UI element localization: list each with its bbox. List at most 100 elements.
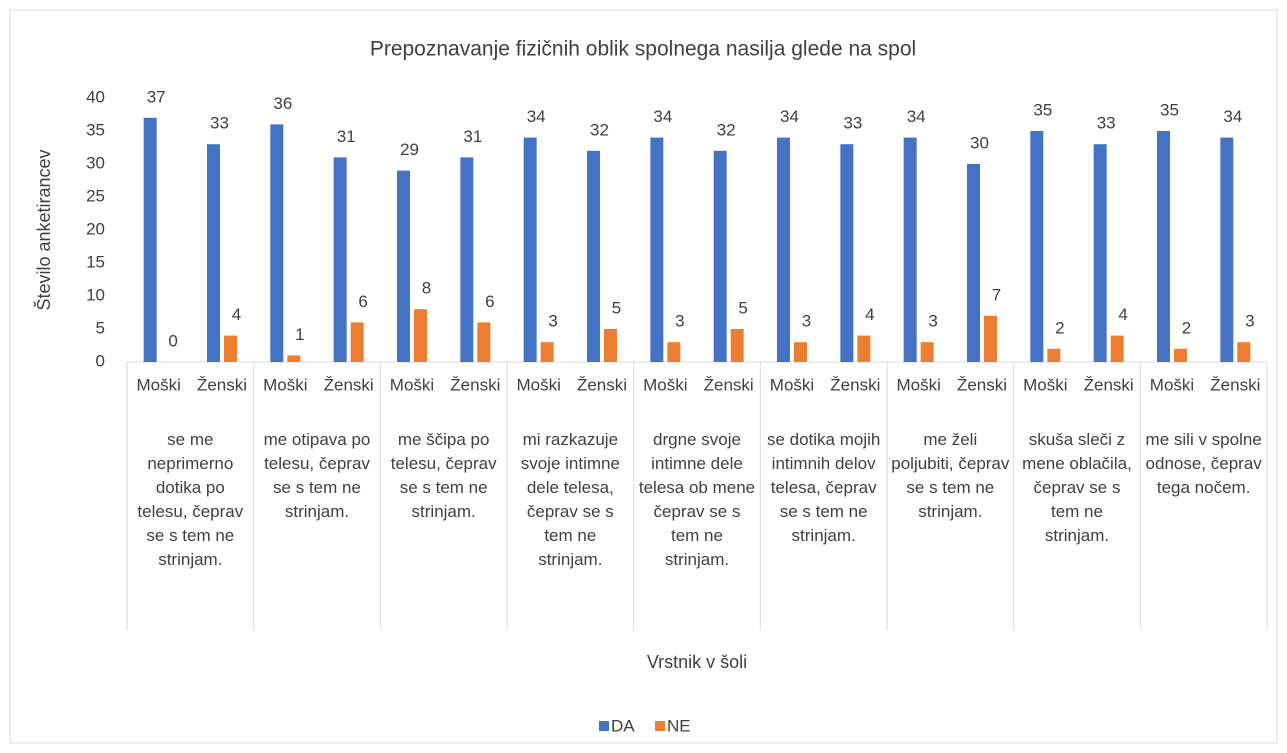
data-label: 34 [907, 107, 926, 126]
x-axis-label: Vrstnik v šoli [647, 652, 747, 672]
x-tick-label: Ženski [197, 375, 247, 394]
y-tick-label: 35 [86, 120, 105, 139]
group-label: se dotika mojih intimnih delov telesa, č… [766, 430, 881, 545]
group-label: me sili v spolne odnose, čeprav tega noč… [1145, 430, 1262, 497]
data-label: 34 [780, 107, 799, 126]
x-tick-label: Moški [516, 375, 560, 394]
bar [984, 315, 997, 362]
data-label: 32 [717, 120, 736, 139]
data-label: 6 [358, 292, 367, 311]
x-tick-label: Ženski [1084, 375, 1134, 394]
data-label: 7 [992, 285, 1001, 304]
data-label: 4 [865, 305, 874, 324]
bar [287, 355, 301, 362]
bar [587, 150, 600, 362]
x-tick-label: Ženski [324, 375, 374, 394]
y-tick-label: 0 [96, 351, 105, 370]
data-label: 33 [1097, 114, 1116, 133]
data-label: 3 [1245, 312, 1254, 331]
bar [794, 342, 807, 362]
bar [350, 322, 364, 362]
bar [920, 342, 934, 362]
bar [777, 137, 790, 362]
data-label: 3 [802, 312, 811, 331]
bar [143, 117, 157, 362]
data-label: 2 [1182, 318, 1191, 337]
data-label: 29 [400, 140, 419, 159]
bar [840, 144, 854, 362]
bar [460, 157, 474, 362]
x-tick-label: Moški [136, 375, 180, 394]
x-tick-label: Moški [1023, 375, 1067, 394]
group-label: me želi poljubiti, čeprav se s tem ne st… [891, 430, 1010, 521]
data-label: 2 [1055, 318, 1064, 337]
data-label: 35 [1160, 100, 1179, 119]
bar [857, 335, 871, 362]
bar [523, 137, 537, 362]
y-tick-label: 10 [86, 285, 105, 304]
bar [1030, 131, 1044, 362]
group-label: mi razkazuje svoje intimne dele telesa, … [520, 430, 620, 569]
group-label: skuša sleči z mene oblačila, čeprav se s… [1022, 430, 1132, 545]
bar [1093, 144, 1107, 362]
data-label: 33 [843, 114, 862, 133]
x-tick-label: Ženski [830, 375, 880, 394]
bar [333, 157, 347, 362]
data-label: 3 [928, 312, 937, 331]
data-label: 37 [147, 87, 166, 106]
data-label: 1 [295, 325, 304, 344]
data-label: 36 [273, 94, 292, 113]
x-tick-label: Ženski [577, 375, 627, 394]
bar [540, 342, 554, 362]
chart-title: Prepoznavanje fizičnih oblik spolnega na… [370, 38, 916, 61]
legend-swatch [599, 721, 609, 731]
y-tick-label: 5 [96, 318, 105, 337]
x-tick-label: Moški [643, 375, 687, 394]
y-tick-label: 30 [86, 153, 105, 172]
legend-swatch [655, 721, 665, 731]
bar [224, 335, 237, 362]
x-tick-label: Moški [390, 375, 434, 394]
bar [1110, 335, 1124, 362]
x-tick-label: Ženski [450, 375, 500, 394]
data-label: 0 [168, 331, 177, 350]
bar [1237, 342, 1251, 362]
bar [967, 164, 980, 362]
group-label: drgne svoje intimne dele telesa ob mene … [638, 430, 756, 569]
x-tick-label: Moški [770, 375, 814, 394]
data-label: 34 [653, 107, 672, 126]
y-tick-label: 20 [86, 219, 105, 238]
bar [477, 322, 491, 362]
data-label: 32 [590, 120, 609, 139]
data-label: 6 [485, 292, 494, 311]
bar [1047, 348, 1061, 362]
data-label: 33 [210, 114, 229, 133]
bar [397, 170, 410, 362]
group-label: me ščipa po telesu, čeprav se s tem ne s… [390, 430, 497, 521]
legend-label: NE [667, 716, 691, 735]
bar [713, 150, 727, 362]
data-label: 30 [970, 133, 989, 152]
x-tick-label: Ženski [957, 375, 1007, 394]
y-axis-label: Število anketirancev [33, 149, 54, 310]
data-label: 31 [463, 127, 482, 146]
chart-frame [9, 9, 1278, 744]
bar [1174, 348, 1187, 362]
data-label: 5 [612, 298, 621, 317]
data-label: 34 [1223, 107, 1242, 126]
data-label: 8 [422, 279, 431, 298]
bar [270, 124, 284, 363]
data-label: 4 [232, 305, 241, 324]
y-tick-label: 25 [86, 186, 105, 205]
x-tick-label: Ženski [1210, 375, 1260, 394]
x-tick-label: Moški [1150, 375, 1194, 394]
y-tick-label: 40 [86, 87, 105, 106]
bar [730, 329, 744, 362]
x-tick-label: Moški [263, 375, 307, 394]
bar [903, 137, 917, 362]
group-label: me otipava po telesu, čeprav se s tem ne… [263, 430, 371, 521]
x-tick-label: Ženski [704, 375, 754, 394]
data-label: 3 [675, 312, 684, 331]
